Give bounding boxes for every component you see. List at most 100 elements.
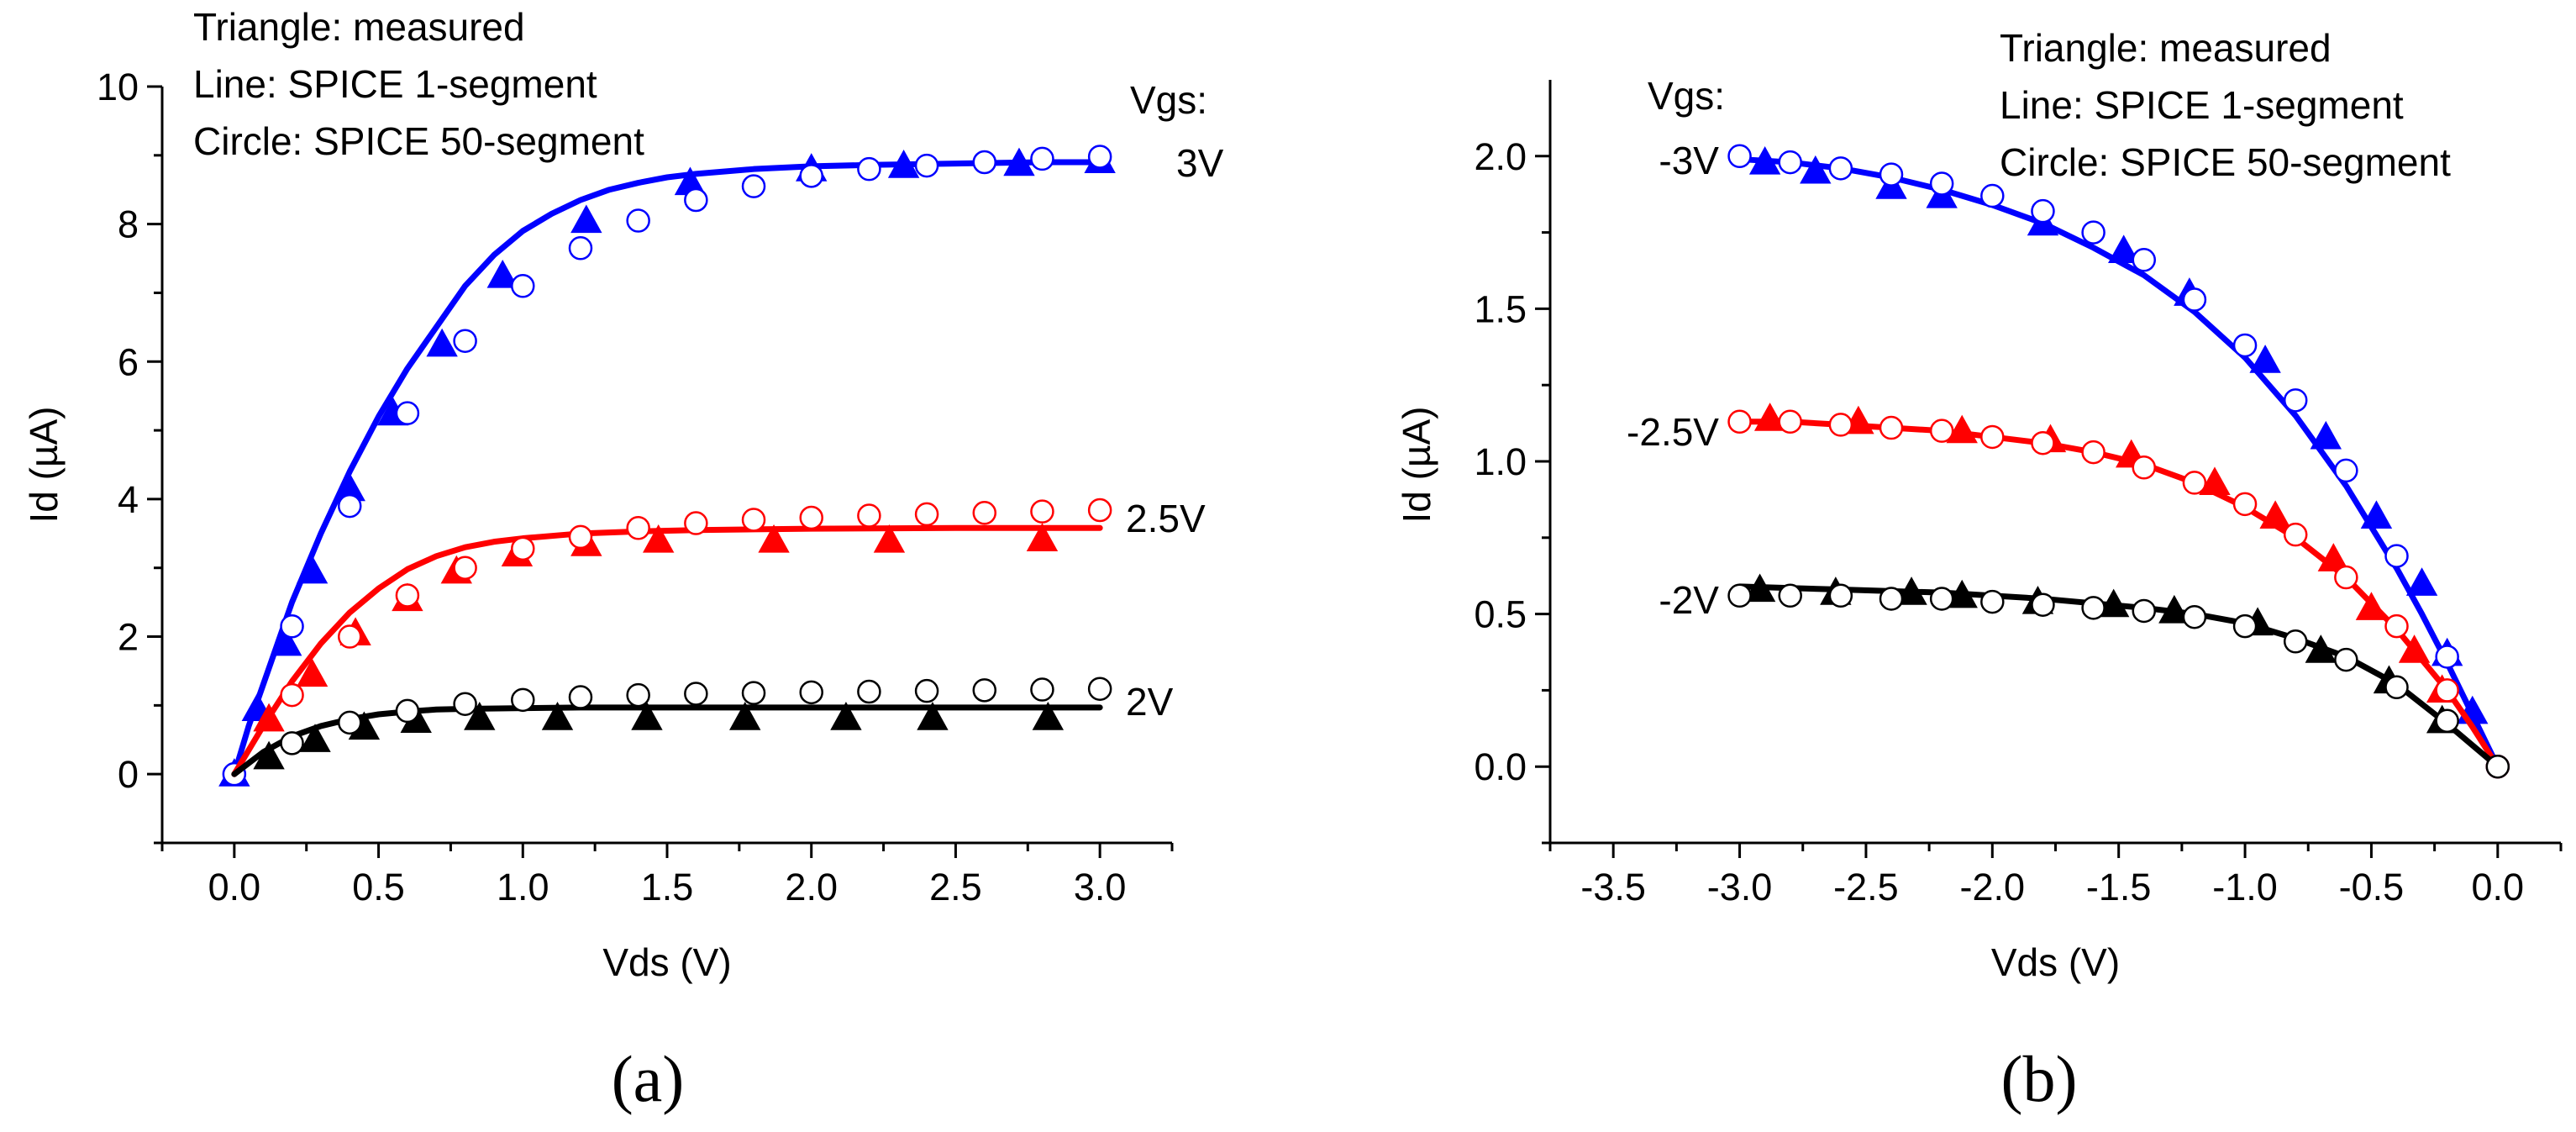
spice-50-segment-circle-marker [972,150,997,175]
x-tick-label: 0.0 [2472,866,2525,908]
spice-50-segment-circle-marker [2182,287,2207,312]
legend-note: Circle: SPICE 50-segment [2000,140,2451,184]
spice-50-segment-circle-marker [1778,409,1802,434]
spice-50-segment-circle-marker [626,682,650,708]
series-label: -2V [1659,578,1719,622]
measured-triangle-marker [2097,588,2130,618]
series--2.5V [1727,403,2510,779]
spice-50-segment-circle-marker [568,236,593,261]
measured-triangle-marker [873,524,906,553]
spice-50-segment-circle-marker [1980,424,2005,450]
measured-triangle-marker [1026,523,1059,551]
spice-50-segment-circle-marker [684,682,708,706]
spice-50-segment-circle-marker [511,536,535,561]
measured-triangle-marker [1032,702,1065,730]
measured-triangle-marker [253,703,285,732]
spice-50-segment-circle-marker [2334,458,2358,483]
spice-50-segment-circle-marker [2334,565,2358,590]
spice-50-segment-circle-marker [2334,647,2358,672]
measured-triangle-marker [541,702,574,730]
spice-50-segment-circle-marker [511,687,535,713]
measured-triangle-marker [426,328,458,357]
spice-50-segment-circle-marker [857,503,881,528]
spice-50-segment-circle-marker [2132,248,2157,272]
panel-label: (a) [612,1042,685,1115]
y-tick-label: 6 [118,340,139,383]
spice-50-segment-circle-marker [972,501,997,525]
measured-triangle-marker [296,555,329,584]
spice-50-segment-circle-marker [626,516,650,540]
series--2V [1727,573,2510,779]
spice-50-segment-circle-marker [684,511,708,535]
spice-50-segment-circle-marker [453,329,477,353]
spice-50-segment-circle-marker [2182,604,2207,629]
spice-50-segment-circle-marker [1030,499,1054,524]
spice-50-segment-circle-marker [2132,598,2157,624]
measured-triangle-marker [1895,577,1927,605]
spice-50-segment-circle-marker [337,624,362,649]
measured-triangle-marker [2355,592,2388,620]
spice-50-segment-circle-marker [2283,629,2308,654]
x-tick-label: -1.0 [2212,866,2278,908]
series--3V [1727,144,2510,779]
y-tick-label: 2 [118,616,139,659]
spice-50-segment-circle-marker [914,153,939,178]
spice-50-segment-circle-marker [857,679,881,704]
x-tick-label: -3.5 [1580,866,1646,908]
measured-triangle-marker [2305,634,2337,663]
measured-triangle-marker [1946,414,1978,444]
spice-50-segment-circle-marker [2132,455,2157,480]
measured-triangle-marker [2158,594,2190,624]
series-2V [231,677,1112,777]
spice-50-segment-circle-marker [2232,492,2258,517]
y-tick-label: 8 [118,203,139,246]
measured-triangle-marker [887,150,920,178]
spice-50-segment-circle-marker [1828,156,1853,181]
series-2.5V [231,498,1112,777]
spice-50-segment-circle-marker [1030,146,1054,171]
measured-triangle-marker [253,740,285,770]
y-tick-label: 0 [118,753,139,796]
x-tick-label: 2.0 [785,866,838,908]
measured-triangle-marker [570,204,602,234]
spice-1-segment-line [231,159,1103,777]
legend-note: Line: SPICE 1-segment [193,62,597,106]
spice-50-segment-circle-marker [2485,754,2510,779]
spice-50-segment-circle-marker [1879,415,1904,440]
measured-triangle-marker [270,627,302,656]
measured-triangle-marker [2259,500,2291,529]
spice-50-segment-circle-marker [337,493,362,519]
measured-triangle-marker [729,702,761,730]
spice-50-segment-circle-marker [2283,522,2308,547]
legend-note: Line: SPICE 1-segment [2000,83,2404,127]
measured-triangle-marker [2398,634,2431,663]
legend-note: Triangle: measured [2000,26,2332,70]
series-label: -3V [1659,139,1719,182]
spice-50-segment-circle-marker [626,208,650,233]
spice-50-segment-circle-marker [2384,613,2409,639]
x-tick-label: 0.5 [352,866,405,908]
spice-50-segment-circle-marker [568,685,593,709]
spice-50-segment-circle-marker [2232,333,2258,358]
chart-panel-b: -3.5 -3.0 -2.5 -2.0 -1.5 -1.0 -0.5 0.0 0.0 0.5 1.0… [1395,26,2563,1115]
spice-50-segment-circle-marker [280,731,304,756]
x-axis-label: Vds (V) [1991,940,2120,984]
x-tick-label: 0.0 [208,866,261,908]
spice-1-segment-line [1737,419,2501,770]
y-tick-label: 1.0 [1474,440,1527,483]
spice-50-segment-circle-marker [799,680,823,705]
spice-50-segment-circle-marker [2081,596,2105,620]
spice-50-segment-circle-marker [511,274,535,298]
measured-triangle-marker [642,524,675,553]
measured-triangle-marker [1946,579,1978,608]
y-tick-label: 2.0 [1474,135,1527,178]
spice-50-segment-circle-marker [1929,419,1954,443]
spice-1-segment-line [231,524,1103,777]
spice-50-segment-circle-marker [1030,677,1054,702]
spice-50-segment-circle-marker [2081,440,2105,465]
spice-50-segment-circle-marker [1727,583,1752,608]
spice-50-segment-circle-marker [741,174,766,198]
measured-triangle-marker [1800,155,1832,184]
series-label: -2.5V [1627,410,1719,454]
